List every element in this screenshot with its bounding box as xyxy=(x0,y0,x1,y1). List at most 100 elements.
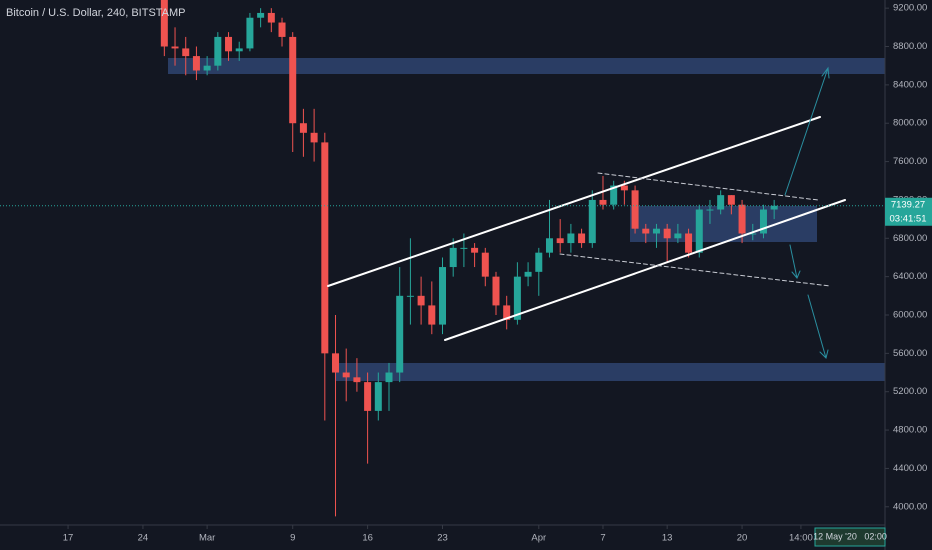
candle-body xyxy=(278,22,286,37)
candle-body xyxy=(727,195,735,205)
candle-body xyxy=(513,276,521,320)
x-tick-label: 17 xyxy=(63,533,74,544)
candle-body xyxy=(342,372,350,378)
candle-body xyxy=(396,295,404,373)
channel-upper xyxy=(327,116,821,287)
candle-body xyxy=(503,305,511,320)
candle-body xyxy=(578,233,586,244)
y-tick-label: 4400.00 xyxy=(893,463,927,474)
candle-body xyxy=(674,233,682,239)
candle-body xyxy=(770,205,778,210)
y-tick-label: 6400.00 xyxy=(893,271,927,282)
candle-body xyxy=(246,17,254,49)
dashed-upper xyxy=(597,172,819,201)
candle-body xyxy=(695,209,703,253)
candle-body xyxy=(214,36,222,66)
drawings xyxy=(327,66,846,359)
candle-body xyxy=(524,271,532,277)
candle-body xyxy=(171,46,179,49)
candle-body xyxy=(257,12,265,18)
y-tick-label: 8400.00 xyxy=(893,79,927,90)
candle-body xyxy=(225,36,233,52)
resistance-zone xyxy=(168,58,885,74)
candle-body xyxy=(235,48,243,52)
dashed-lower xyxy=(559,253,831,287)
candle-body xyxy=(620,185,628,191)
candle-body xyxy=(492,276,500,306)
candle-body xyxy=(749,233,757,235)
candle-body xyxy=(439,267,446,325)
y-tick-label: 9200.00 xyxy=(893,3,927,14)
candle-body xyxy=(289,36,297,124)
candle-body xyxy=(556,238,564,244)
candle-body xyxy=(299,123,307,133)
cursor-date: 12 May '20 02:00 xyxy=(813,531,887,541)
y-tick-label: 6800.00 xyxy=(893,233,927,244)
candle-body xyxy=(417,295,425,306)
candle-body xyxy=(428,305,436,325)
y-tick-label: 4800.00 xyxy=(893,425,927,436)
candle-body xyxy=(449,247,457,268)
support-zone xyxy=(335,363,885,381)
candle-body xyxy=(535,252,543,272)
y-tick-label: 5600.00 xyxy=(893,348,927,359)
arrow-up xyxy=(784,66,830,196)
candle-body xyxy=(353,377,361,383)
y-tick-label: 8800.00 xyxy=(893,41,927,52)
candle-body xyxy=(332,353,340,373)
candle-body xyxy=(267,12,275,23)
x-tick-label: 24 xyxy=(138,533,149,544)
candle-body xyxy=(663,228,671,239)
candle-body xyxy=(610,185,618,205)
countdown-label: 03:41:51 xyxy=(890,213,927,224)
x-tick-label: 16 xyxy=(362,533,373,544)
x-tick-label: 9 xyxy=(290,533,295,544)
x-tick-label: 7 xyxy=(600,533,605,544)
price-label-box xyxy=(885,197,932,226)
x-tick-label: 14:00 xyxy=(789,533,813,544)
candle-body xyxy=(364,382,372,411)
candle-body xyxy=(717,195,725,210)
candle-body xyxy=(652,228,660,234)
arrow-down-short xyxy=(789,244,801,279)
candle-body xyxy=(481,252,489,277)
candle-body xyxy=(203,65,211,71)
y-tick-label: 8000.00 xyxy=(893,118,927,129)
candle-body xyxy=(685,233,693,253)
candle-body xyxy=(471,247,479,253)
candle-body xyxy=(192,56,200,71)
candle-body xyxy=(567,233,575,244)
candle-body xyxy=(160,0,168,47)
channel-lower xyxy=(444,199,846,341)
candle-body xyxy=(759,209,767,234)
y-tick-label: 7600.00 xyxy=(893,156,927,167)
candles xyxy=(160,0,778,517)
candle-body xyxy=(706,209,714,211)
candle-body xyxy=(738,204,746,234)
x-tick-label: 13 xyxy=(662,533,673,544)
chart-title: Bitcoin / U.S. Dollar, 240, BITSTAMP xyxy=(6,7,186,19)
y-tick-label: 4000.00 xyxy=(893,501,927,512)
candle-body xyxy=(182,48,190,57)
candle-body xyxy=(545,238,553,253)
y-tick-label: 6000.00 xyxy=(893,310,927,321)
candle-body xyxy=(642,228,650,234)
range-zone xyxy=(630,206,817,242)
candle-body xyxy=(588,199,596,244)
candle-body xyxy=(406,295,414,297)
candle-body xyxy=(310,132,318,143)
x-tick-label: 20 xyxy=(737,533,748,544)
candle-body xyxy=(599,199,607,205)
x-tick-label: Apr xyxy=(531,533,546,544)
cursor-date-box xyxy=(814,527,886,547)
candle-body xyxy=(460,247,468,249)
candle-body xyxy=(385,372,393,383)
x-tick-label: Mar xyxy=(199,533,215,544)
x-tick-label: 23 xyxy=(437,533,448,544)
price-label: 7139.27 xyxy=(891,199,925,210)
y-tick-label: 5200.00 xyxy=(893,386,927,397)
candle-body xyxy=(374,382,382,411)
candle-body xyxy=(321,142,329,354)
candle-body xyxy=(631,190,639,229)
